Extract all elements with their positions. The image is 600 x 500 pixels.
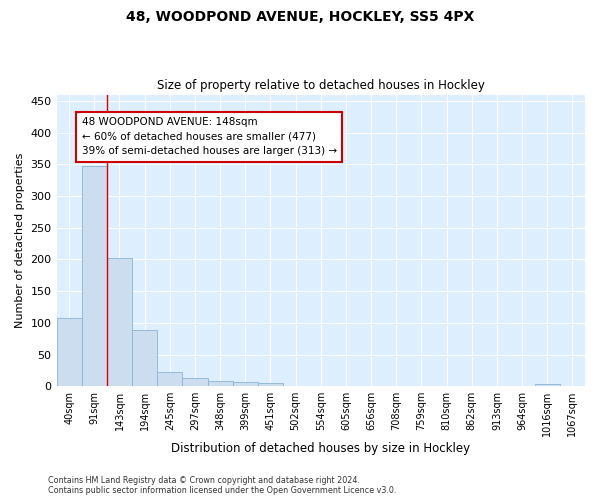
Title: Size of property relative to detached houses in Hockley: Size of property relative to detached ho… <box>157 79 485 92</box>
Bar <box>208 381 233 386</box>
X-axis label: Distribution of detached houses by size in Hockley: Distribution of detached houses by size … <box>171 442 470 455</box>
Text: Contains HM Land Registry data © Crown copyright and database right 2024.
Contai: Contains HM Land Registry data © Crown c… <box>48 476 397 495</box>
Bar <box>82 166 107 386</box>
Bar <box>157 372 182 386</box>
Y-axis label: Number of detached properties: Number of detached properties <box>15 152 25 328</box>
Bar <box>132 330 157 386</box>
Text: 48, WOODPOND AVENUE, HOCKLEY, SS5 4PX: 48, WOODPOND AVENUE, HOCKLEY, SS5 4PX <box>126 10 474 24</box>
Bar <box>258 383 283 386</box>
Text: 48 WOODPOND AVENUE: 148sqm
← 60% of detached houses are smaller (477)
39% of sem: 48 WOODPOND AVENUE: 148sqm ← 60% of deta… <box>82 116 337 156</box>
Bar <box>233 382 258 386</box>
Bar <box>56 318 82 386</box>
Bar <box>107 258 132 386</box>
Bar <box>182 378 208 386</box>
Bar <box>535 384 560 386</box>
